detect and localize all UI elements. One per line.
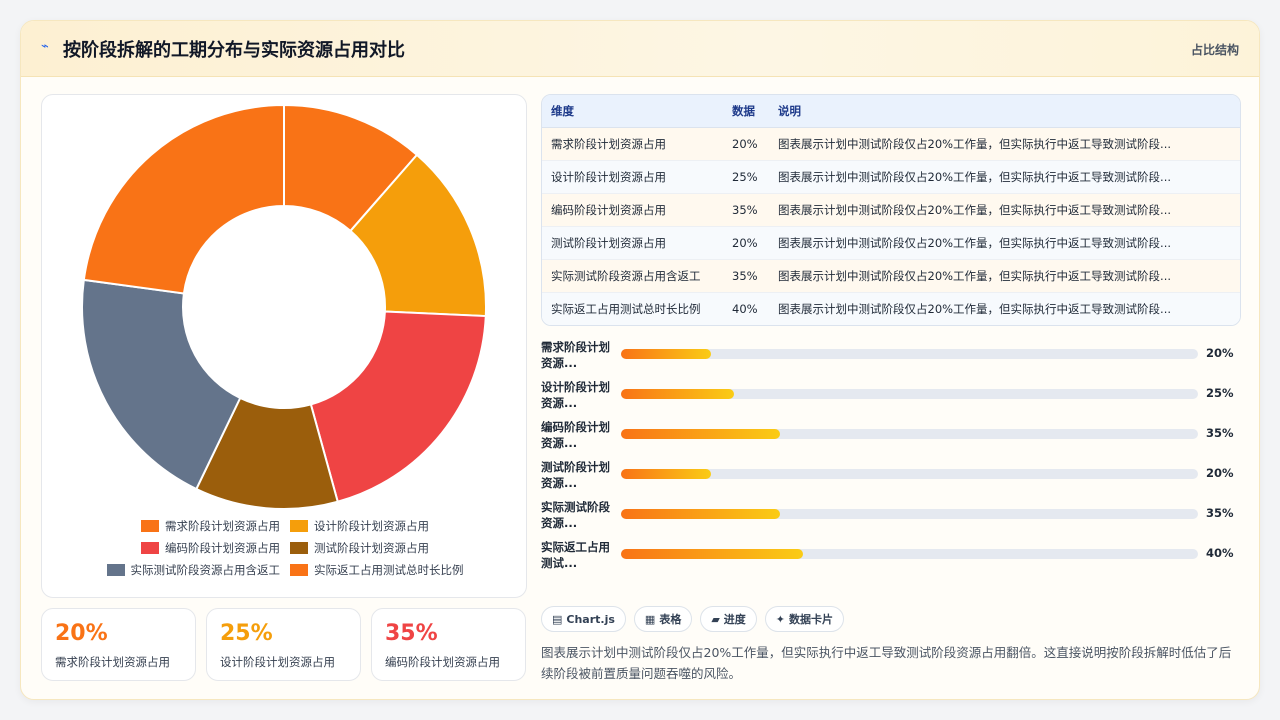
progress-fill — [621, 509, 780, 519]
chip-progress[interactable]: ▰ 进度 — [700, 606, 757, 632]
cell-data: 25% — [732, 160, 778, 194]
progress-fill — [621, 429, 780, 439]
donut-slice[interactable] — [309, 310, 487, 503]
donut-chart — [81, 103, 487, 510]
column-header-dimension: 维度 — [542, 95, 732, 128]
cell-note: 图表展示计划中测试阶段仅占20%工作量，但实际执行中返工导致测试阶段... — [778, 292, 1240, 325]
progress-value: 40% — [1206, 546, 1234, 560]
stat-value: 35% — [385, 621, 438, 646]
column-header-data: 数据 — [732, 95, 778, 128]
cell-note: 图表展示计划中测试阶段仅占20%工作量，但实际执行中返工导致测试阶段... — [778, 226, 1240, 260]
progress-row: 需求阶段计划 资源... 20% — [541, 339, 1241, 373]
donut-slice[interactable] — [82, 103, 285, 295]
chart-icon: ▤ — [552, 612, 563, 626]
progress-fill — [621, 349, 711, 359]
table-row[interactable]: 需求阶段计划资源占用 20% 图表展示计划中测试阶段仅占20%工作量，但实际执行… — [542, 127, 1240, 161]
stat-value: 20% — [55, 621, 108, 646]
cell-note: 图表展示计划中测试阶段仅占20%工作量，但实际执行中返工导致测试阶段... — [778, 193, 1240, 227]
progress-icon: ▰ — [711, 612, 720, 626]
table-row[interactable]: 编码阶段计划资源占用 35% 图表展示计划中测试阶段仅占20%工作量，但实际执行… — [542, 193, 1240, 227]
donut-slice[interactable] — [349, 153, 487, 318]
progress-track — [621, 429, 1198, 439]
progress-value: 35% — [1206, 506, 1234, 520]
chart-legend: 需求阶段计划资源占用 设计阶段计划资源占用 编码阶段计划资源占用 测试阶段计划资… — [42, 515, 528, 581]
summary-text: 图表展示计划中测试阶段仅占20%工作量，但实际执行中返工导致测试阶段资源占用翻倍… — [541, 645, 1232, 681]
progress-track — [621, 509, 1198, 519]
cell-data: 35% — [732, 259, 778, 293]
page-title: 按阶段拆解的工期分布与实际资源占用对比 — [63, 40, 405, 61]
progress-fill — [621, 549, 803, 559]
legend-item[interactable]: 编码阶段计划资源占用 — [141, 540, 280, 556]
progress-row: 实际返工占用 测试... 40% — [541, 539, 1241, 573]
stat-card: 25% 设计阶段计划资源占用 — [206, 608, 361, 681]
stat-card: 20% 需求阶段计划资源占用 — [41, 608, 196, 681]
progress-value: 20% — [1206, 466, 1234, 480]
progress-track — [621, 549, 1198, 559]
legend-item[interactable]: 设计阶段计划资源占用 — [290, 518, 429, 534]
data-table: 维度 数据 说明 需求阶段计划资源占用 20% 图表展示计划中测试阶段仅占20%… — [541, 94, 1241, 326]
cell-data: 20% — [732, 226, 778, 260]
progress-label: 编码阶段计划 资源... — [541, 420, 610, 450]
stat-label: 设计阶段计划资源占用 — [220, 655, 335, 669]
progress-value: 25% — [1206, 386, 1234, 400]
progress-label: 实际返工占用 测试... — [541, 540, 610, 570]
stat-label: 编码阶段计划资源占用 — [385, 655, 500, 669]
report-card: ⌁ 按阶段拆解的工期分布与实际资源占用对比 占比结构 需求阶段计划资源占用 设计… — [20, 20, 1260, 700]
progress-row: 设计阶段计划 资源... 25% — [541, 379, 1241, 413]
cell-dimension: 设计阶段计划资源占用 — [542, 160, 732, 194]
cell-data: 40% — [732, 292, 778, 325]
chip-table[interactable]: ▦ 表格 — [633, 606, 693, 632]
stat-value: 25% — [220, 621, 273, 646]
cell-note: 图表展示计划中测试阶段仅占20%工作量，但实际执行中返工导致测试阶段... — [778, 127, 1240, 161]
cell-note: 图表展示计划中测试阶段仅占20%工作量，但实际执行中返工导致测试阶段... — [778, 160, 1240, 194]
cell-data: 20% — [732, 127, 778, 161]
progress-label: 实际测试阶段 资源... — [541, 500, 610, 530]
chip-chartjs[interactable]: ▤ Chart.js — [541, 606, 626, 632]
cell-note: 图表展示计划中测试阶段仅占20%工作量，但实际执行中返工导致测试阶段... — [778, 259, 1240, 293]
card-header: ⌁ 按阶段拆解的工期分布与实际资源占用对比 占比结构 — [21, 21, 1259, 77]
progress-fill — [621, 389, 734, 399]
structure-tag: 占比结构 — [1190, 43, 1239, 57]
column-header-note: 说明 — [778, 95, 1240, 128]
cell-dimension: 实际测试阶段资源占用含返工 — [542, 259, 732, 293]
progress-row: 实际测试阶段 资源... 35% — [541, 499, 1241, 533]
table-row[interactable]: 实际返工占用测试总时长比例 40% 图表展示计划中测试阶段仅占20%工作量，但实… — [542, 292, 1240, 325]
progress-fill — [621, 469, 711, 479]
progress-label: 设计阶段计划 资源... — [541, 380, 610, 410]
progress-track — [621, 349, 1198, 359]
progress-row: 编码阶段计划 资源... 35% — [541, 419, 1241, 453]
progress-value: 20% — [1206, 346, 1234, 360]
table-row[interactable]: 设计阶段计划资源占用 25% 图表展示计划中测试阶段仅占20%工作量，但实际执行… — [542, 160, 1240, 194]
legend-item[interactable]: 实际返工占用测试总时长比例 — [290, 562, 464, 578]
progress-label: 测试阶段计划 资源... — [541, 460, 610, 490]
cell-dimension: 测试阶段计划资源占用 — [542, 226, 732, 260]
stat-card: 35% 编码阶段计划资源占用 — [371, 608, 526, 681]
progress-value: 35% — [1206, 426, 1234, 440]
table-row[interactable]: 测试阶段计划资源占用 20% 图表展示计划中测试阶段仅占20%工作量，但实际执行… — [542, 226, 1240, 260]
chip-data-card[interactable]: ✦ 数据卡片 — [764, 606, 845, 632]
legend-item[interactable]: 测试阶段计划资源占用 — [290, 540, 429, 556]
cell-dimension: 实际返工占用测试总时长比例 — [542, 292, 732, 325]
stat-label: 需求阶段计划资源占用 — [55, 655, 170, 669]
progress-label: 需求阶段计划 资源... — [541, 340, 610, 370]
chart-icon: ⌁ — [41, 39, 49, 54]
legend-item[interactable]: 实际测试阶段资源占用含返工 — [106, 562, 280, 578]
cell-dimension: 需求阶段计划资源占用 — [542, 127, 732, 161]
donut-slice[interactable] — [81, 278, 242, 491]
donut-chart-panel: 需求阶段计划资源占用 设计阶段计划资源占用 编码阶段计划资源占用 测试阶段计划资… — [41, 94, 527, 598]
progress-track — [621, 469, 1198, 479]
legend-item[interactable]: 需求阶段计划资源占用 — [141, 518, 280, 534]
cell-dimension: 编码阶段计划资源占用 — [542, 193, 732, 227]
sparkle-icon: ✦ — [775, 612, 786, 626]
cell-data: 35% — [732, 193, 778, 227]
table-icon: ▦ — [644, 612, 656, 626]
tech-chips: ▤ Chart.js ▦ 表格 ▰ 进度 ✦ 数据卡片 — [541, 606, 845, 632]
table-row[interactable]: 实际测试阶段资源占用含返工 35% 图表展示计划中测试阶段仅占20%工作量，但实… — [542, 259, 1240, 293]
progress-row: 测试阶段计划 资源... 20% — [541, 459, 1241, 493]
progress-track — [621, 389, 1198, 399]
